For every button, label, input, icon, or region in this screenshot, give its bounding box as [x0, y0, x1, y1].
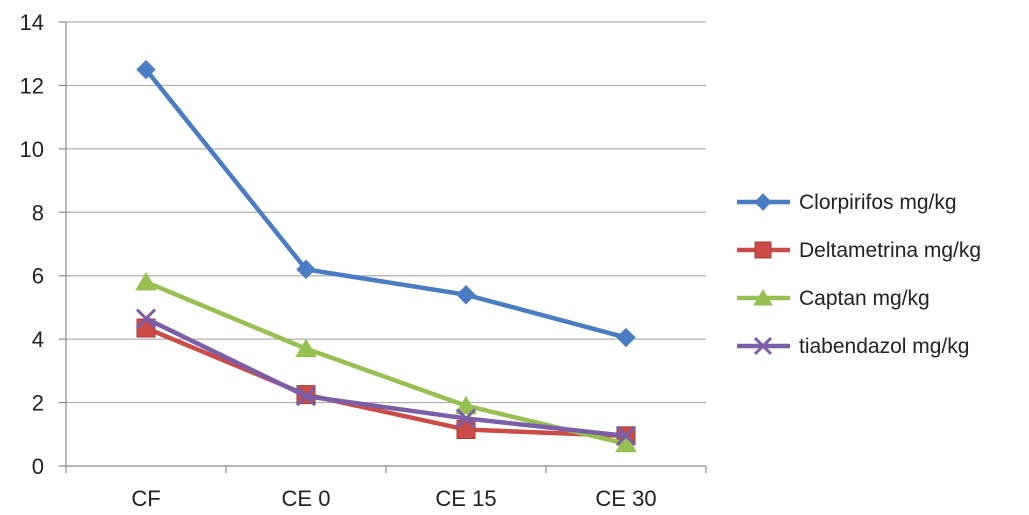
- data-point-square: [754, 241, 772, 259]
- data-point-x-stroke: [135, 308, 157, 329]
- data-point-diamond: [754, 193, 772, 211]
- data-point-x: [615, 425, 637, 446]
- legend-label: tiabendazol mg/kg: [799, 335, 969, 358]
- y-tick-label: 4: [32, 327, 44, 352]
- y-tick-label: 0: [32, 454, 44, 479]
- x-tick-label: CE 15: [435, 486, 496, 511]
- data-point-triangle: [135, 272, 157, 291]
- data-point-x: [753, 336, 773, 356]
- legend-item: Captan mg/kg: [737, 287, 930, 310]
- legend-label: Captan mg/kg: [799, 287, 930, 310]
- data-point-triangle: [455, 395, 477, 415]
- y-tick-label: 12: [20, 73, 44, 98]
- data-point-triangle: [753, 289, 773, 306]
- y-axis-ticks: 0 2 4 6 8 10 12 14: [20, 10, 66, 479]
- y-tick-label: 14: [20, 10, 44, 35]
- legend-label: Clorpirifos mg/kg: [799, 191, 957, 214]
- gridlines: [66, 21, 706, 404]
- series-captan: [135, 272, 637, 453]
- data-point-diamond: [136, 59, 156, 80]
- data-point-x-stroke: [615, 425, 637, 446]
- legend-item: Deltametrina mg/kg: [737, 239, 981, 262]
- legend-item: tiabendazol mg/kg: [737, 335, 969, 358]
- series-line: [144, 68, 627, 340]
- data-point-diamond: [616, 327, 636, 348]
- y-tick-label: 8: [32, 200, 44, 225]
- data-point-x-stroke: [753, 336, 773, 356]
- y-tick-label: 2: [32, 391, 44, 416]
- data-point-diamond: [296, 259, 316, 280]
- series-clorpirifos: [136, 59, 636, 348]
- data-point-triangle: [615, 433, 637, 453]
- series-line: [145, 279, 627, 446]
- legend-item: Clorpirifos mg/kg: [737, 191, 957, 214]
- x-tick-label: CE 0: [282, 486, 331, 511]
- data-point-x: [295, 386, 317, 407]
- series-tiabendazol: [135, 308, 637, 446]
- data-point-x: [455, 408, 477, 429]
- data-point-x-stroke: [455, 408, 477, 429]
- x-tick-label: CF: [131, 486, 160, 511]
- y-tick-label: 10: [20, 137, 44, 162]
- series-line: [145, 316, 627, 439]
- data-point-diamond: [456, 285, 476, 305]
- series-line: [145, 325, 627, 439]
- data-point-triangle: [295, 338, 317, 358]
- legend-label: Deltametrina mg/kg: [799, 239, 981, 262]
- legend: Clorpirifos mg/kg Deltametrina mg/kg Capta…: [737, 191, 981, 358]
- series-group: [135, 59, 637, 453]
- y-tick-label: 6: [32, 264, 44, 289]
- x-axis-ticks: CF CE 0 CE 15 CE 30: [65, 466, 707, 511]
- data-point-x: [135, 308, 157, 329]
- data-point-x-stroke: [295, 386, 317, 407]
- x-tick-label: CE 30: [595, 486, 656, 511]
